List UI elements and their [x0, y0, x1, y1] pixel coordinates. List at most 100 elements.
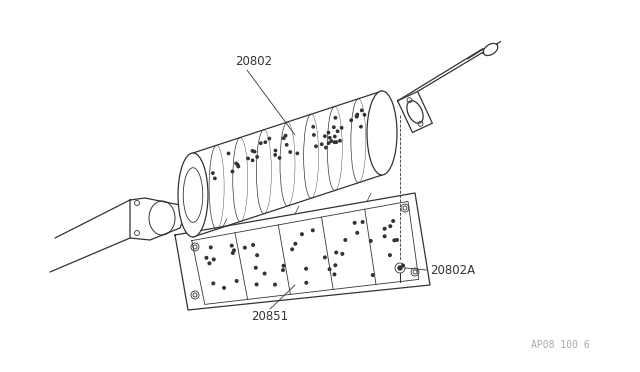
Circle shape	[294, 243, 297, 245]
Circle shape	[334, 116, 337, 119]
Circle shape	[237, 165, 239, 168]
Circle shape	[393, 239, 396, 242]
Circle shape	[328, 142, 330, 144]
Circle shape	[337, 130, 339, 132]
Circle shape	[212, 282, 214, 285]
Circle shape	[312, 126, 314, 128]
Circle shape	[230, 244, 233, 247]
Circle shape	[289, 151, 291, 153]
Circle shape	[255, 283, 258, 286]
Circle shape	[223, 286, 225, 289]
Circle shape	[360, 125, 362, 128]
Circle shape	[253, 150, 256, 153]
Circle shape	[356, 115, 358, 118]
Circle shape	[362, 221, 364, 223]
Ellipse shape	[367, 91, 397, 175]
Circle shape	[212, 172, 214, 174]
Circle shape	[260, 142, 262, 144]
Circle shape	[208, 262, 211, 264]
Circle shape	[330, 140, 333, 142]
Circle shape	[333, 126, 335, 128]
Circle shape	[282, 264, 285, 267]
Circle shape	[252, 159, 254, 161]
Circle shape	[383, 227, 386, 230]
Circle shape	[333, 273, 336, 276]
Circle shape	[255, 266, 257, 269]
Circle shape	[372, 274, 374, 276]
Circle shape	[235, 162, 237, 165]
Circle shape	[353, 222, 356, 224]
Circle shape	[263, 272, 266, 275]
Text: AP08 100 6: AP08 100 6	[531, 340, 590, 350]
Circle shape	[392, 220, 394, 222]
Circle shape	[321, 143, 323, 145]
Circle shape	[339, 140, 341, 142]
Circle shape	[202, 171, 205, 174]
Circle shape	[327, 131, 330, 134]
Circle shape	[324, 146, 327, 149]
Circle shape	[398, 266, 402, 270]
Circle shape	[274, 154, 276, 156]
Circle shape	[334, 264, 337, 267]
Text: 20802A: 20802A	[430, 263, 475, 276]
Circle shape	[383, 235, 386, 238]
Circle shape	[360, 109, 363, 112]
Circle shape	[252, 150, 253, 152]
Circle shape	[264, 141, 266, 143]
Circle shape	[256, 155, 259, 158]
Circle shape	[350, 119, 353, 121]
Circle shape	[233, 249, 236, 251]
Circle shape	[275, 149, 276, 152]
Circle shape	[388, 254, 391, 256]
Circle shape	[232, 252, 234, 254]
Circle shape	[236, 280, 238, 282]
Circle shape	[313, 134, 315, 136]
Text: 20851: 20851	[252, 310, 289, 323]
Circle shape	[282, 137, 285, 140]
Circle shape	[236, 163, 239, 166]
Circle shape	[301, 233, 303, 235]
Circle shape	[335, 251, 337, 254]
Circle shape	[333, 135, 336, 138]
Circle shape	[402, 264, 404, 267]
Circle shape	[231, 170, 234, 173]
Circle shape	[340, 126, 343, 129]
Circle shape	[296, 152, 298, 154]
Circle shape	[284, 134, 287, 137]
Circle shape	[341, 253, 344, 255]
Circle shape	[291, 248, 294, 251]
Circle shape	[205, 257, 208, 259]
Circle shape	[355, 115, 358, 118]
Circle shape	[305, 267, 307, 270]
Circle shape	[333, 141, 335, 144]
Circle shape	[278, 157, 281, 159]
Circle shape	[335, 141, 337, 143]
Circle shape	[214, 177, 216, 180]
Circle shape	[252, 244, 255, 246]
Ellipse shape	[483, 44, 498, 55]
Circle shape	[212, 258, 215, 261]
Circle shape	[369, 240, 372, 242]
Ellipse shape	[178, 153, 208, 237]
Circle shape	[324, 135, 326, 137]
Circle shape	[328, 137, 331, 139]
Circle shape	[344, 239, 347, 241]
Text: 20802: 20802	[235, 55, 272, 68]
Circle shape	[285, 144, 288, 146]
Circle shape	[305, 282, 308, 284]
Circle shape	[282, 269, 284, 272]
Circle shape	[256, 254, 259, 257]
Circle shape	[389, 225, 392, 228]
Circle shape	[227, 152, 230, 155]
Circle shape	[268, 137, 271, 140]
Circle shape	[356, 113, 358, 116]
Circle shape	[244, 246, 246, 249]
Circle shape	[209, 246, 212, 249]
Circle shape	[328, 268, 331, 270]
Circle shape	[312, 229, 314, 232]
Circle shape	[247, 157, 250, 160]
Circle shape	[274, 283, 276, 286]
Circle shape	[364, 113, 365, 116]
Circle shape	[356, 231, 358, 234]
Circle shape	[315, 145, 317, 147]
